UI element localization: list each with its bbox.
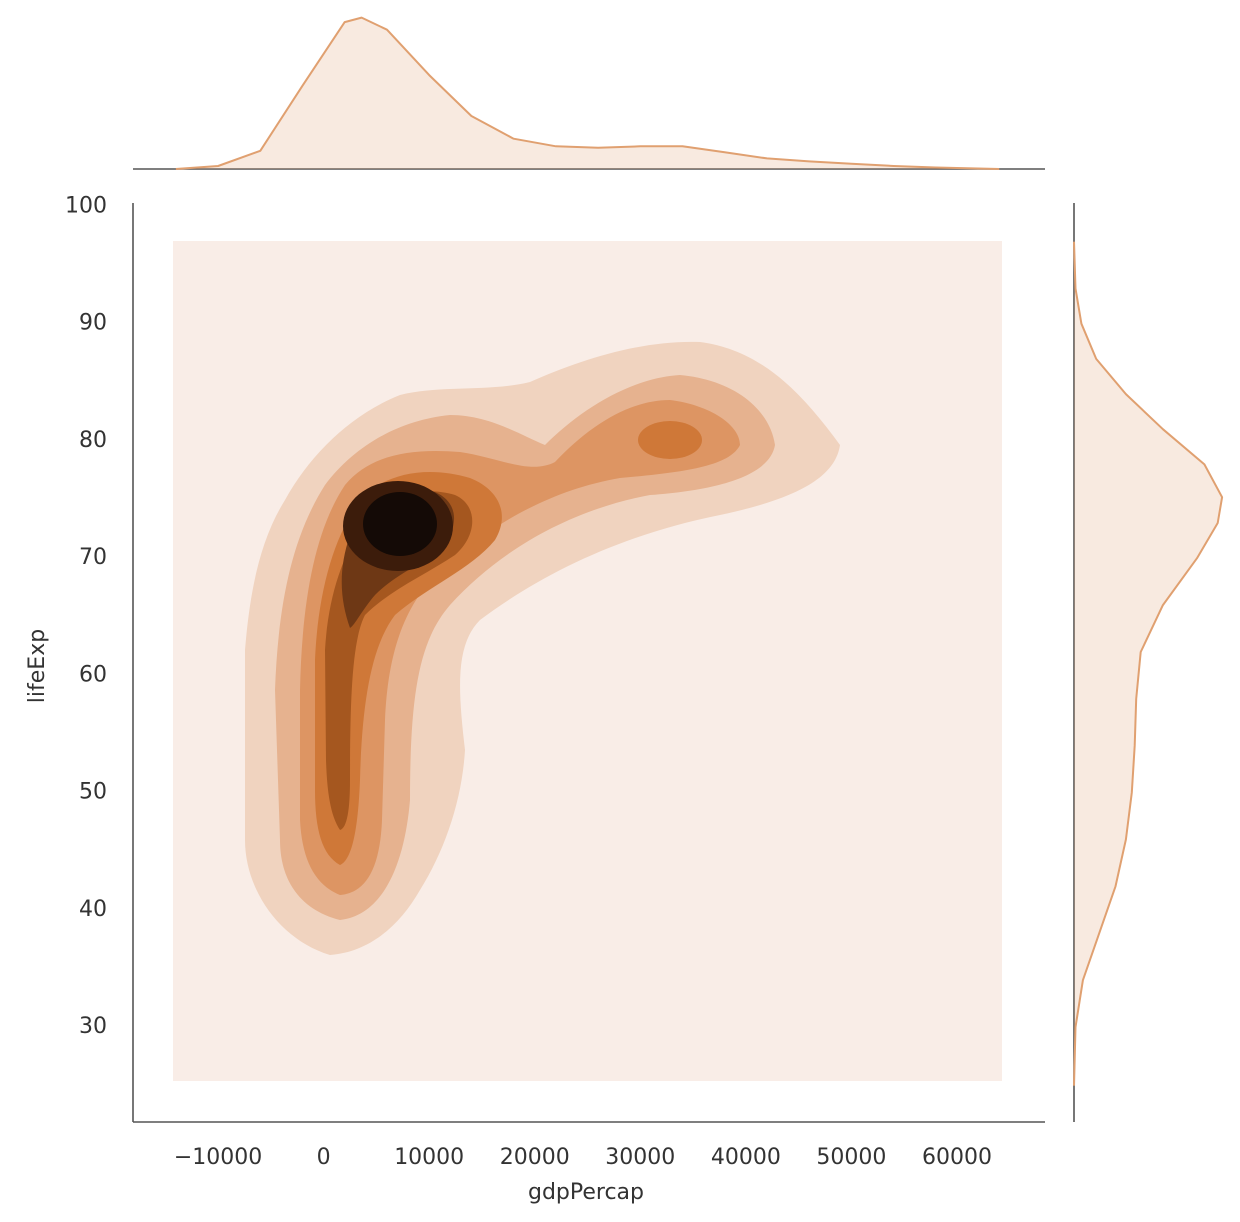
x-tick-label: 50000 [816,1145,886,1170]
x-tick-label: 60000 [922,1145,992,1170]
x-tick-label: 0 [317,1145,331,1170]
y-tick-label: 60 [79,662,107,687]
marginal-x-area [175,17,1000,169]
y-tick-label: 50 [79,780,107,805]
y-tick-label: 90 [79,311,107,336]
y-tick-label: 40 [79,897,107,922]
y-tick-label: 100 [65,194,107,219]
x-tick-label: 10000 [394,1145,464,1170]
marginal-y-line [1073,241,1224,1086]
y-axis-label: lifeExp [25,629,50,703]
kde-level [363,492,437,556]
y-tick-label: 80 [79,428,107,453]
kde-level [638,421,702,459]
y-tick-label: 30 [79,1014,107,1039]
y-tick-label: 70 [79,545,107,570]
marginal-x-line [175,16,1000,170]
x-tick-label: 40000 [711,1145,781,1170]
x-tick-label: 30000 [605,1145,675,1170]
kde-contours [173,241,1002,1081]
x-axis-label: gdpPercap [528,1180,644,1205]
x-tick-label: −10000 [174,1145,262,1170]
x-tick-label: 20000 [500,1145,570,1170]
marginal-y-area [1074,241,1223,1086]
